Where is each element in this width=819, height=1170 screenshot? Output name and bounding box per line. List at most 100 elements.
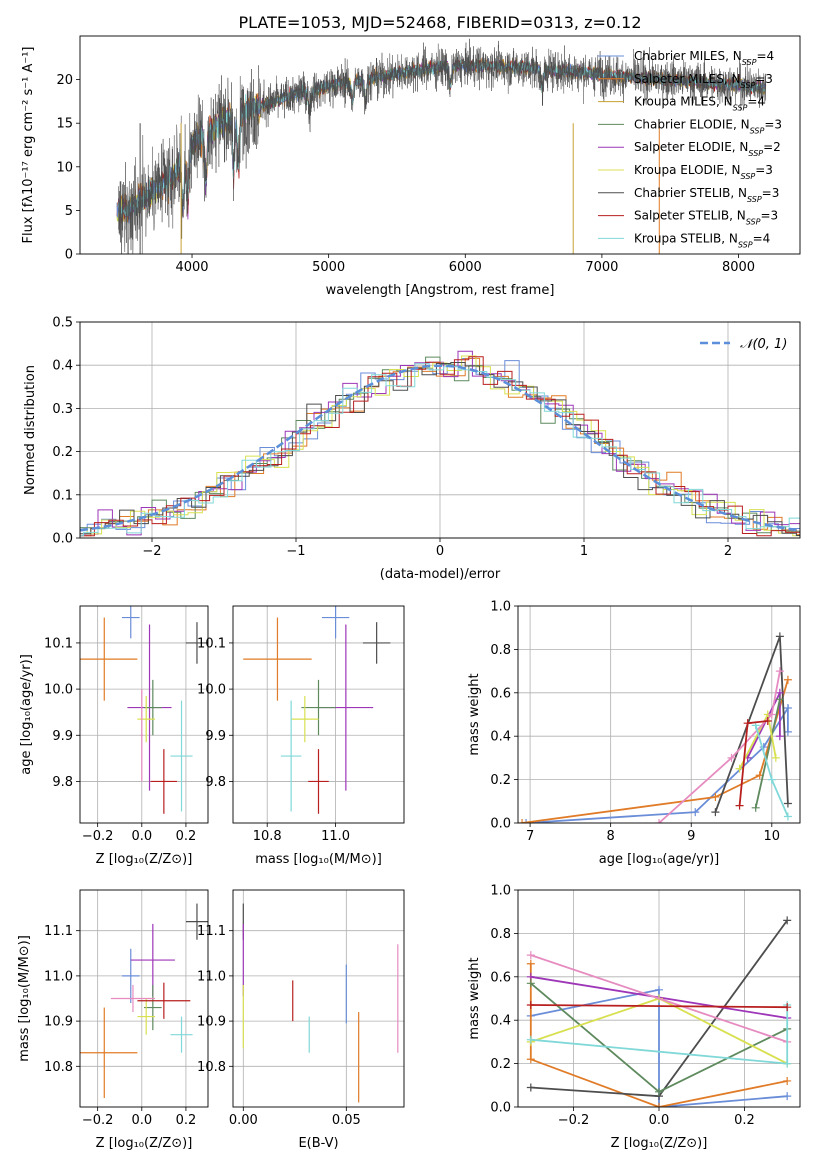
y-tick-label: 0.5 (52, 316, 73, 331)
y-tick-label: 11.0 (44, 969, 73, 984)
spectrum-legend: Chabrier MILES, NSSP=4 Salpeter MILES, NS… (598, 49, 782, 249)
weight-marker (775, 632, 784, 641)
weight-marker (783, 1059, 792, 1068)
weight-line-0 (530, 988, 788, 1107)
y-tick-label: 0.3 (52, 402, 73, 417)
y-tick-label: 0.6 (490, 970, 511, 985)
age-vs-mass-points (243, 606, 391, 814)
legend-label: Salpeter ELODIE, NSSP=2 (634, 140, 781, 158)
y-tick-label: 0.4 (52, 359, 73, 374)
spectrum-axes: 4000 5000 6000 7000 8000 0 5 10 15 20 wavelength [… (21, 47, 755, 299)
y-tick-label: 20 (56, 73, 73, 88)
histogram-step-7 (80, 363, 800, 537)
histogram-step-4 (80, 355, 800, 537)
weight-line-1 (529, 963, 788, 1107)
x-tick-label: 0.0 (131, 829, 152, 844)
x-tick-label: 6000 (449, 260, 482, 275)
y-tick-label: 0.0 (490, 817, 511, 832)
y-tick-label: 0.2 (490, 773, 511, 788)
y-tick-label: 0 (65, 248, 73, 263)
age-vs-Z-points (80, 606, 208, 814)
y-tick-label: 1.0 (490, 884, 511, 899)
weight-marker (783, 675, 792, 684)
weight-marker (711, 808, 720, 817)
x-tick-label: 7 (526, 829, 534, 844)
age-vs-Z-frame (79, 605, 209, 824)
x-tick-label: −0.2 (82, 1113, 114, 1128)
mass-weight-vs-Z-lines (526, 916, 792, 1107)
x-axis-label: Z [log₁₀(Z/Z⊙)] (96, 1136, 193, 1151)
histogram-step-1 (80, 357, 800, 537)
x-tick-label: 0.2 (176, 1113, 197, 1128)
y-tick-label: 10.9 (197, 1015, 226, 1030)
weight-marker (526, 1001, 535, 1010)
histogram-step-6 (80, 356, 800, 537)
x-tick-label: 4000 (175, 260, 208, 275)
weight-marker (783, 1076, 792, 1085)
residual-histogram-axes: −2 −1 0 1 2 0.0 0.1 0.2 0.3 0.4 0.5 (data-model)/er… (23, 316, 800, 582)
age-vs-mass-frame (232, 605, 405, 824)
y-tick-label: 9.8 (205, 775, 226, 790)
y-tick-label: 0.0 (490, 1101, 511, 1116)
y-tick-label: 10.0 (44, 683, 73, 698)
x-tick-label: 9 (687, 829, 695, 844)
weight-marker (783, 703, 792, 712)
weight-marker (518, 819, 527, 823)
age-vs-Z-axes: −0.2 0.0 0.2 9.8 9.9 10.0 10.1 Z [log₁₀(Z/Z⊙)] a… (19, 606, 208, 867)
weight-marker (783, 812, 792, 821)
weight-marker (655, 819, 663, 823)
mass-weight-vs-Z-axes: −0.2 0.0 0.2 0.0 0.2 0.4 0.6 0.8 1.0 Z [log₁₀(Z/Z… (467, 884, 800, 1151)
weight-marker (735, 801, 744, 810)
figure-title: PLATE=1053, MJD=52468, FIBERID=0313, z=0… (238, 13, 641, 32)
legend-label: Chabrier STELIB, NSSP=3 (634, 186, 779, 204)
normal-legend-label: 𝒩(0, 1) (740, 337, 787, 352)
weight-marker (763, 717, 772, 726)
x-tick-label: 10.8 (253, 829, 282, 844)
legend-label: Kroupa ELODIE, NSSP=3 (634, 163, 773, 181)
y-axis-label: mass [log₁₀(M/M⊙)] (17, 935, 32, 1062)
weight-marker (526, 1035, 535, 1044)
x-tick-label: 0.00 (229, 1113, 258, 1128)
mass-weight-vs-age-axes: 7 8 9 10 0.0 0.2 0.4 0.6 0.8 1.0 age [log₁₀(age/yr… (467, 600, 800, 867)
weight-marker (727, 753, 736, 762)
y-tick-label: 10.8 (197, 1060, 226, 1075)
y-tick-label: 10.9 (44, 1015, 73, 1030)
y-tick-label: 0.2 (490, 1057, 511, 1072)
x-axis-label: Z [log₁₀(Z/Z⊙)] (96, 852, 193, 867)
legend-label: Salpeter MILES, NSSP=3 (634, 72, 773, 90)
weight-marker (526, 979, 535, 988)
weight-marker (655, 985, 663, 994)
legend-label: Kroupa STELIB, NSSP=4 (634, 231, 770, 249)
y-tick-label: 10.1 (197, 636, 226, 651)
weight-marker (783, 799, 792, 808)
weight-marker (526, 951, 535, 960)
spectrum-plot (116, 38, 767, 254)
weight-marker (771, 753, 780, 762)
legend-label: Kroupa MILES, NSSP=4 (634, 95, 765, 113)
weight-marker (783, 916, 792, 925)
x-tick-label: 8 (607, 829, 615, 844)
weight-marker (711, 792, 720, 801)
x-tick-label: −0.2 (82, 829, 114, 844)
y-tick-label: 10.0 (197, 683, 226, 698)
residual-histogram-frame (79, 321, 801, 539)
legend-label: Chabrier MILES, NSSP=4 (634, 49, 774, 67)
y-axis-label: Flux [fλ10⁻¹⁷ erg cm⁻² s⁻¹ A⁻¹] (21, 47, 36, 244)
weight-marker (783, 1092, 792, 1101)
weight-marker (767, 710, 776, 719)
x-tick-label: 5000 (312, 260, 345, 275)
weight-marker (775, 732, 784, 741)
x-tick-label: 0.0 (649, 1113, 670, 1128)
y-tick-label: 9.8 (52, 775, 73, 790)
weight-marker (526, 1083, 535, 1092)
histogram-step-2 (80, 356, 800, 537)
mass-vs-Z-frame (79, 889, 209, 1108)
x-tick-label: 8000 (722, 260, 755, 275)
y-axis-label: age [log₁₀(age/yr)] (19, 654, 34, 775)
y-tick-label: 11.1 (197, 924, 226, 939)
weight-marker (522, 819, 531, 823)
mass-weight-vs-age-frame (517, 605, 801, 824)
x-tick-label: 7000 (585, 260, 618, 275)
x-tick-label: 2 (724, 544, 732, 559)
